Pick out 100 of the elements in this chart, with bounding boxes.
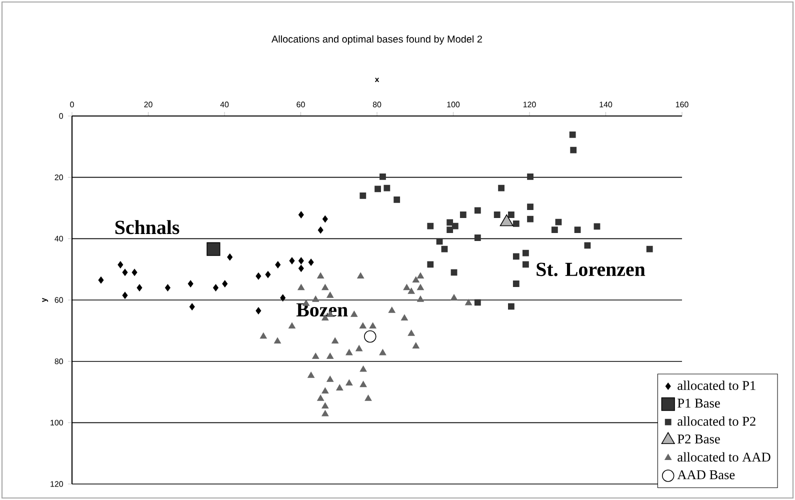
- point: [322, 216, 328, 223]
- point: [412, 342, 420, 348]
- point: [512, 220, 520, 227]
- point: [498, 184, 504, 192]
- point: [360, 366, 367, 372]
- point: [122, 292, 128, 299]
- point: [332, 338, 338, 344]
- point: [369, 322, 376, 329]
- point: [213, 284, 218, 292]
- point: [512, 280, 520, 287]
- point: [551, 226, 558, 233]
- point: [274, 338, 281, 344]
- point: [508, 303, 514, 310]
- point: [646, 246, 653, 252]
- point: [527, 204, 534, 210]
- point: [427, 222, 434, 230]
- point: [256, 272, 262, 280]
- point: [408, 288, 415, 294]
- point: [360, 322, 366, 329]
- point: [357, 272, 364, 279]
- point: [465, 299, 472, 306]
- point: [265, 271, 271, 278]
- point: [417, 272, 424, 279]
- point: [522, 250, 529, 256]
- legend-label: allocated to AAD: [678, 452, 770, 462]
- point: [260, 332, 267, 339]
- annotation: St. Lorenzen: [536, 262, 646, 276]
- point: [317, 272, 324, 279]
- point: [322, 410, 329, 416]
- point: [189, 303, 195, 310]
- point: [288, 322, 296, 329]
- point: [227, 254, 233, 261]
- point: [452, 222, 458, 230]
- point: [450, 294, 458, 300]
- point: [408, 330, 415, 336]
- point: [222, 280, 228, 288]
- point: [527, 174, 534, 180]
- point: [394, 196, 400, 203]
- point: [275, 261, 281, 268]
- annotation: Schnals: [115, 220, 180, 234]
- point: [427, 261, 434, 268]
- point: [322, 284, 329, 290]
- point: [346, 380, 353, 386]
- point: [188, 280, 194, 288]
- point: [326, 292, 334, 298]
- point: [384, 184, 390, 192]
- legend-label: allocated to P1: [678, 380, 756, 390]
- point: [326, 376, 334, 382]
- point: [322, 388, 329, 394]
- point: [403, 284, 410, 290]
- point: [494, 212, 500, 218]
- point: [289, 257, 295, 264]
- point: [346, 349, 353, 356]
- point: [570, 146, 577, 154]
- legend-label: allocated to P2: [678, 416, 756, 426]
- point: [308, 258, 314, 266]
- point: [280, 294, 286, 302]
- point: [256, 307, 262, 314]
- point: [436, 238, 443, 245]
- legend-label: P1 Base: [678, 398, 720, 408]
- point: [522, 261, 529, 268]
- point: [312, 296, 320, 302]
- point: [555, 218, 562, 226]
- point: [298, 284, 305, 290]
- point: [312, 352, 320, 359]
- point: [446, 219, 454, 226]
- point: [569, 132, 576, 138]
- point: [412, 276, 420, 283]
- chart-title: Allocations and optimal bases found by Model 2: [272, 35, 482, 45]
- point: [122, 268, 128, 276]
- point: [527, 216, 534, 222]
- point: [584, 242, 591, 249]
- point: [474, 299, 481, 306]
- point: [165, 284, 170, 292]
- point: [417, 284, 424, 290]
- point: [417, 296, 424, 302]
- point: [512, 253, 520, 260]
- point: [364, 330, 376, 343]
- point: [206, 242, 220, 256]
- point: [446, 226, 454, 233]
- point: [318, 226, 324, 234]
- point: [441, 246, 448, 252]
- point: [360, 381, 367, 388]
- point: [98, 276, 104, 284]
- point: [374, 186, 381, 192]
- point: [322, 402, 329, 409]
- point: [360, 192, 366, 199]
- point: [379, 349, 386, 356]
- point: [317, 394, 324, 401]
- point: [350, 310, 358, 317]
- legend-label: P2 Base: [678, 434, 720, 444]
- point: [450, 269, 458, 276]
- point: [574, 226, 581, 233]
- point: [118, 261, 124, 268]
- point: [508, 212, 514, 218]
- point: [474, 234, 481, 241]
- point: [594, 223, 600, 230]
- point: [298, 264, 304, 272]
- point: [326, 352, 334, 359]
- point: [298, 211, 304, 218]
